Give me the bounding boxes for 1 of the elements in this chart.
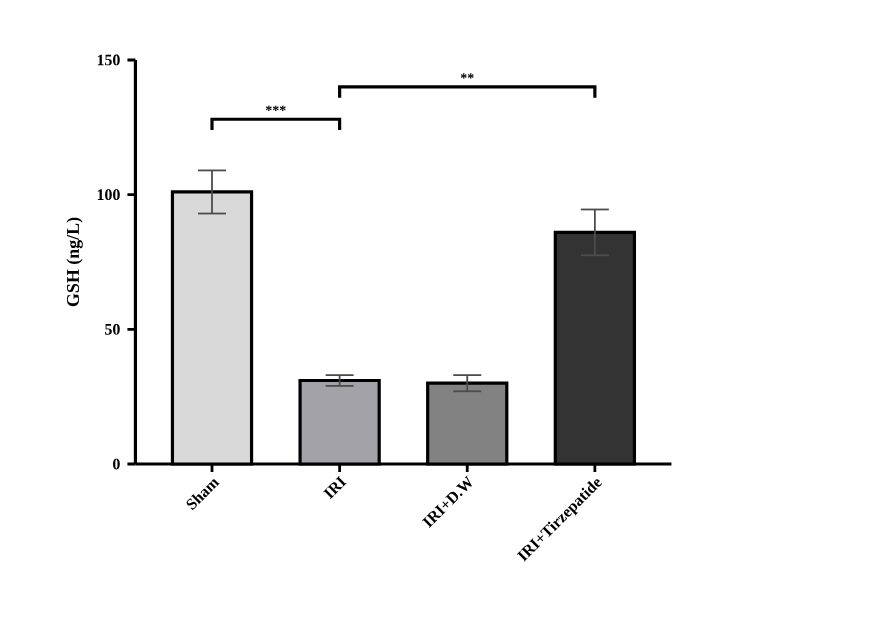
- y-axis-title: GSH (ng/L): [66, 217, 83, 307]
